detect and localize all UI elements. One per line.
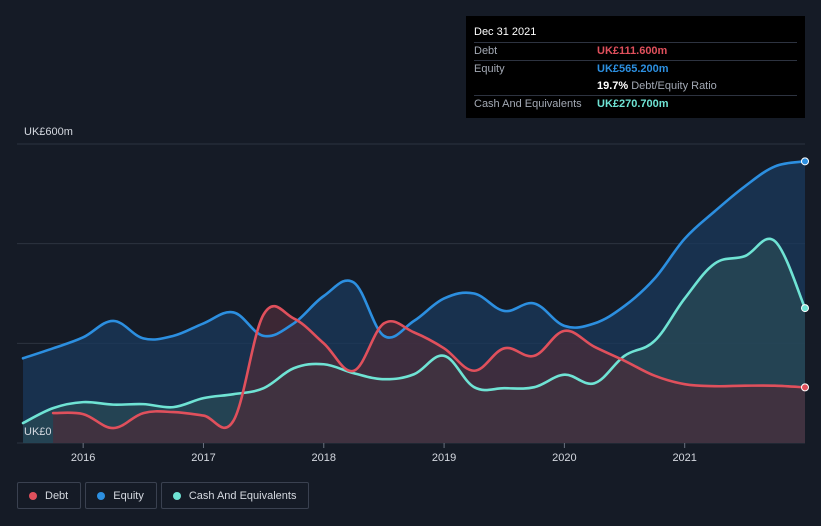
tooltip-row-cash: Cash And Equivalents UK£270.700m (474, 95, 797, 113)
equity-end-marker (801, 157, 809, 166)
chart-legend: Debt Equity Cash And Equivalents (17, 482, 313, 509)
tooltip-ratio-label: Debt/Equity Ratio (631, 80, 717, 92)
equity-line (21, 160, 807, 360)
data-tooltip: Dec 31 2021 Debt UK£111.600m Equity UK£5… (466, 16, 805, 118)
y-axis-zero-label: UK£0 (24, 426, 52, 438)
tooltip-date: Dec 31 2021 (474, 26, 537, 38)
debt-dot-icon (29, 491, 37, 500)
series-lines (21, 160, 807, 430)
legend-item-debt[interactable]: Debt (17, 482, 82, 509)
tooltip-cash-label: Cash And Equivalents (474, 98, 582, 110)
tooltip-row-ratio: 19.7% Debt/Equity Ratio (474, 78, 797, 95)
x-tick-label: 2019 (432, 452, 456, 464)
debt-line (51, 304, 807, 430)
tooltip-row-debt: Debt UK£111.600m (474, 42, 797, 60)
end-markers (801, 157, 809, 392)
legend-equity-label: Equity (113, 489, 144, 502)
x-tick-label: 2020 (552, 452, 576, 464)
tooltip-ratio-value: 19.7% (597, 80, 629, 92)
cash-line (21, 237, 807, 425)
equity-dot-icon (97, 491, 106, 500)
legend-item-cash[interactable]: Cash And Equivalents (160, 482, 310, 509)
legend-debt-label: Debt (45, 489, 69, 502)
axis-labels: UK£600m UK£0 2016 2017 2018 2019 2020 2021 (24, 126, 697, 464)
debt-area (53, 306, 805, 443)
tooltip-equity-label: Equity (474, 63, 505, 75)
cash-end-marker (801, 304, 809, 313)
x-tick-label: 2016 (71, 452, 95, 464)
tooltip-debt-value: UK£111.600m (597, 45, 668, 57)
y-axis-top-label: UK£600m (24, 126, 73, 138)
x-tick-label: 2017 (191, 452, 215, 464)
debt-end-marker (801, 383, 809, 392)
x-tick-label: 2018 (312, 452, 336, 464)
x-tick-label: 2021 (672, 452, 696, 464)
cash-dot-icon (172, 491, 181, 500)
series-areas (23, 161, 806, 444)
tooltip-equity-value: UK£565.200m (597, 63, 669, 75)
tooltip-row-equity: Equity UK£565.200m (474, 60, 797, 78)
tooltip-debt-label: Debt (474, 45, 498, 57)
legend-item-equity[interactable]: Equity (85, 482, 157, 509)
tooltip-cash-value: UK£270.700m (597, 98, 669, 110)
legend-cash-label: Cash And Equivalents (188, 489, 297, 502)
